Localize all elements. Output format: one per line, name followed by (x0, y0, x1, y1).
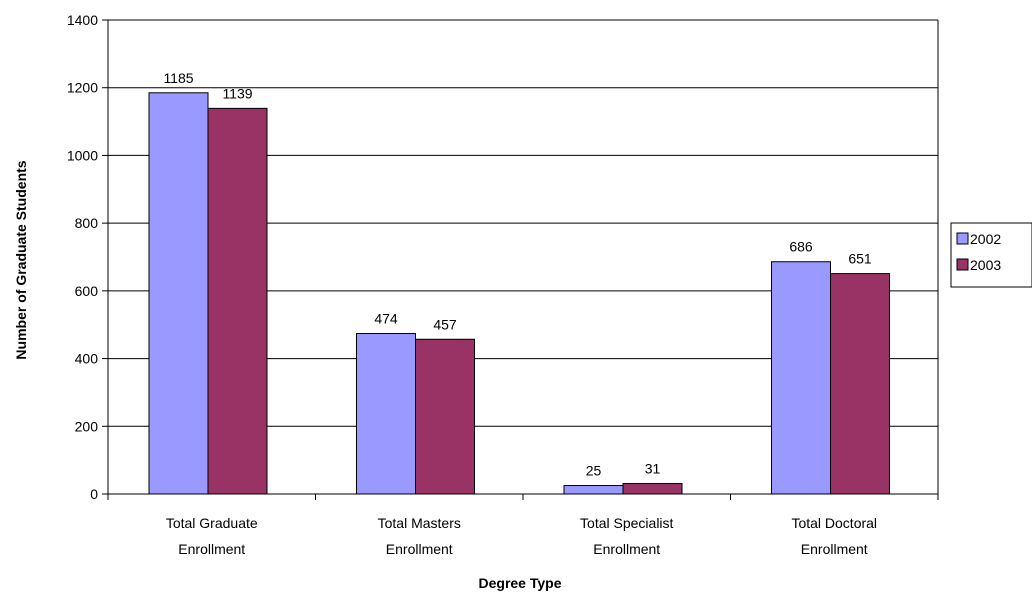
y-tick-label: 1200 (67, 80, 98, 96)
y-tick-label: 200 (75, 418, 99, 434)
y-tick-label: 1400 (67, 12, 98, 28)
y-tick-label: 1000 (67, 147, 98, 163)
bar-2003 (207, 107, 268, 495)
legend: 2002 2003 (950, 222, 1032, 288)
x-category-label: Enrollment (593, 541, 660, 557)
data-label-2003: 457 (433, 316, 457, 332)
legend-swatch-2003 (956, 258, 969, 271)
bar-2003 (622, 483, 683, 495)
data-label-2003: 651 (848, 251, 872, 267)
x-category-label: Enrollment (801, 541, 868, 557)
y-tick-label: 0 (90, 486, 98, 502)
legend-label-2003: 2003 (970, 257, 1001, 273)
bar-2003 (830, 273, 890, 495)
x-category-label: Enrollment (386, 541, 453, 557)
x-category-label: Enrollment (178, 541, 245, 557)
legend-label-2002: 2002 (970, 231, 1001, 247)
data-label-2002: 474 (374, 311, 398, 327)
bar-2002 (771, 261, 831, 495)
bar-2003 (415, 338, 475, 495)
data-label-2002: 1185 (163, 70, 193, 86)
data-labels: 1185 474 25 686 1139 457 31 651 (163, 70, 871, 479)
x-category-labels: Total Graduate Enrollment Total Masters Enr… (166, 515, 877, 557)
x-category-label: Total Specialist (580, 515, 673, 531)
bar-2002 (563, 485, 624, 495)
y-tick-label: 400 (75, 351, 99, 367)
x-category-label: Total Doctoral (791, 515, 877, 531)
data-label-2002: 25 (586, 463, 602, 479)
y-axis-title: Number of Graduate Students (13, 160, 29, 359)
x-axis-title: Degree Type (479, 575, 562, 591)
y-tick-label: 800 (75, 215, 99, 231)
legend-swatch-2002 (956, 232, 969, 245)
bars (148, 92, 890, 495)
bar-2002 (148, 92, 209, 495)
bar-2002 (356, 333, 416, 495)
x-category-label: Total Masters (378, 515, 461, 531)
axes (102, 19, 939, 500)
data-label-2002: 686 (789, 239, 813, 255)
y-tick-label: 600 (75, 283, 99, 299)
data-label-2003: 31 (645, 461, 661, 477)
data-label-2003: 1139 (222, 85, 252, 101)
x-category-label: Total Graduate (166, 515, 258, 531)
y-tick-labels: 0 200 400 600 800 1000 1200 1400 (67, 12, 98, 502)
